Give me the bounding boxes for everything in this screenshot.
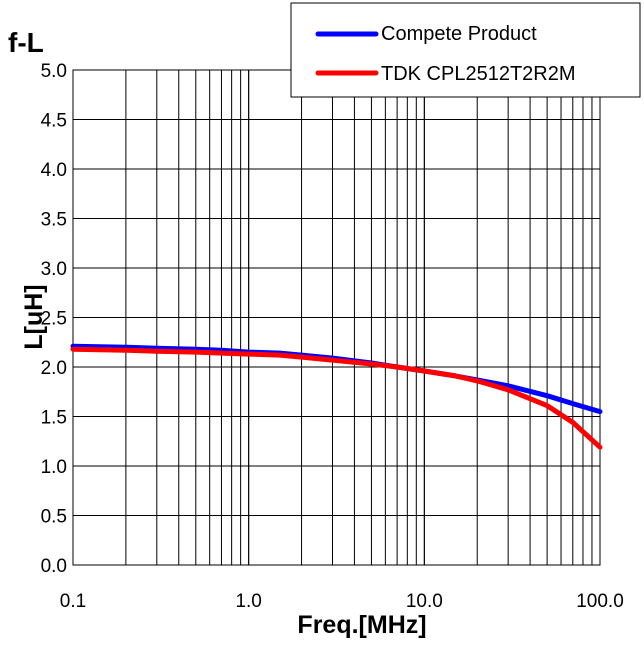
y-tick-label: 1.5: [41, 408, 67, 429]
y-tick-label: 2.0: [41, 358, 67, 379]
y-tick-label: 3.0: [41, 259, 67, 280]
y-tick-label: 2.5: [41, 309, 67, 330]
series-line-0: [70, 343, 603, 415]
series-line-1: [70, 346, 603, 450]
legend: Compete Product TDK CPL2512T2R2M: [290, 2, 641, 98]
y-tick-label: 1.0: [41, 457, 67, 478]
legend-box: [290, 2, 641, 98]
x-tick-label: 1.0: [235, 591, 261, 612]
x-tick-label: 100.0: [576, 591, 624, 612]
y-tick-label: 5.0: [41, 61, 67, 82]
legend-label-compete-product: Compete Product: [381, 23, 537, 45]
tick-label-layer: 0.0 0.5 1.0 1.5 2.0 2.5 3.0 3.5 4.0 4.5 5.0 0.1 1.0 1…: [41, 61, 624, 612]
y-tick-label: 4.5: [41, 111, 67, 132]
x-tick-label: 10.0: [406, 591, 443, 612]
y-tick-label: 4.0: [41, 160, 67, 181]
x-axis-label: Freq.[MHz]: [297, 611, 426, 639]
series-layer: [70, 343, 603, 450]
y-tick-label: 0.0: [41, 556, 67, 577]
grid-layer: [72, 69, 601, 566]
y-tick-label: 0.5: [41, 507, 67, 528]
x-tick-label: 0.1: [60, 591, 86, 612]
chart-title: f-L: [8, 27, 44, 58]
legend-label-tdk: TDK CPL2512T2R2M: [381, 63, 576, 85]
y-tick-label: 3.5: [41, 210, 67, 231]
y-axis-label: L[uH]: [20, 284, 48, 349]
